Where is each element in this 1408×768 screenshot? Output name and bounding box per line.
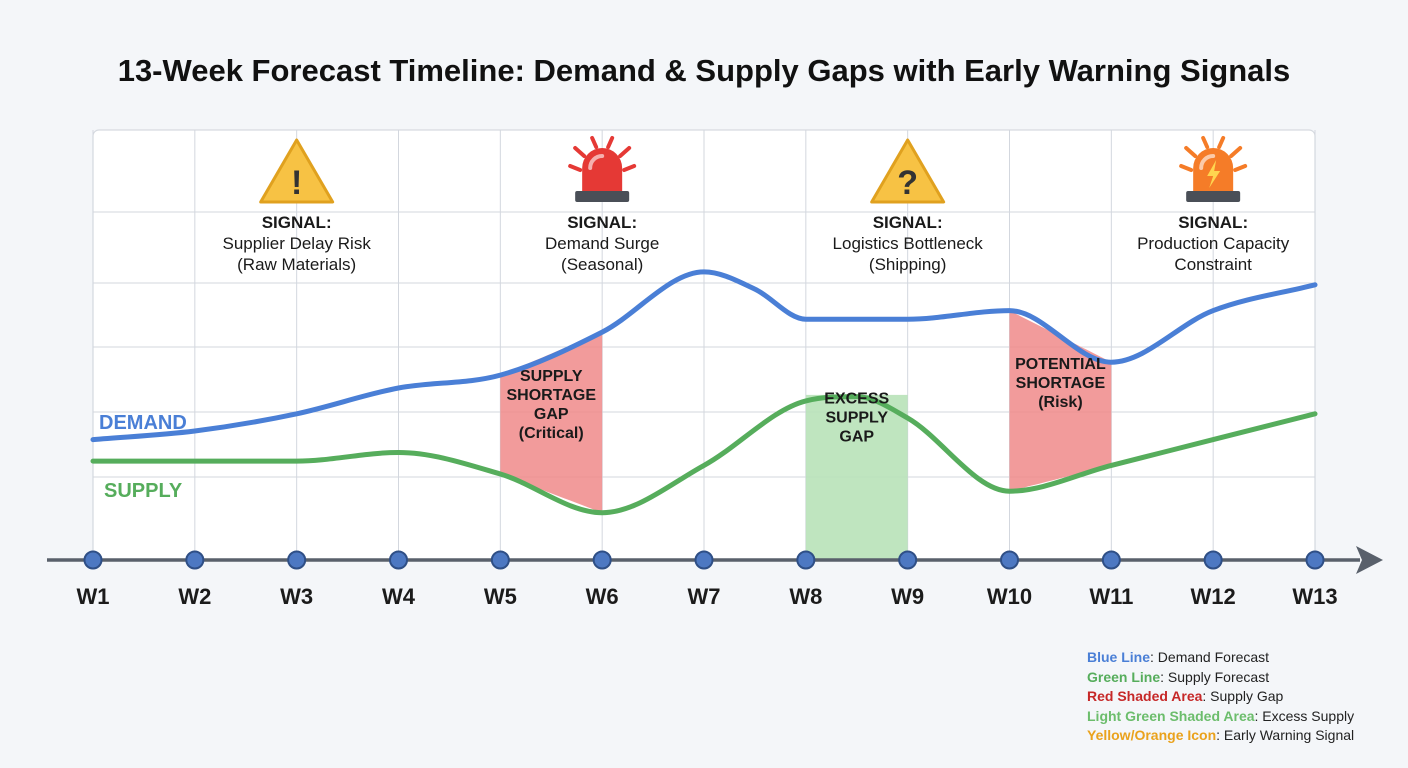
legend-key: Green Line [1087,668,1161,685]
question-triangle-icon: ? [870,138,946,204]
gap-label-line: EXCESS [824,390,889,407]
week-node [1101,550,1121,570]
demand-line [90,269,1318,443]
legend-item-supply: Green Line: Supply Forecast [1087,668,1354,688]
supply-series-label: SUPPLY [104,480,183,502]
week-label: W4 [382,584,416,609]
legend-text: : Early Warning Signal [1216,727,1355,743]
signal-text-line: (Seasonal) [561,255,643,274]
week-node [694,550,714,570]
gap-label-line: (Risk) [1038,394,1082,411]
legend-text: : Supply Forecast [1160,668,1270,685]
week-label: W1 [77,584,110,609]
week-label: W2 [178,584,211,609]
timeline-axis: W1 W2 W3 W4 W5 W6 W7 W8 W9 W10 W11 W12 W13 [47,546,1383,609]
legend-text: : Excess Supply [1254,707,1355,724]
svg-text:?: ? [897,164,918,202]
warning-triangle-icon: ! [259,138,335,204]
week-label: W3 [280,584,313,609]
week-node [389,550,408,570]
legend-item-shortage: Red Shaded Area: Supply Gap [1087,687,1354,707]
signal-text-line: SIGNAL: [262,213,332,232]
signal-text-line: Production Capacity [1137,234,1290,253]
excess-supply-region [805,394,908,560]
signal-text-line: Constraint [1174,255,1252,274]
week-label: W13 [1292,584,1337,609]
week-label: W5 [484,584,517,609]
week-node [796,550,816,570]
series-lines [90,269,1318,516]
signal-text-line: Supplier Delay Risk [222,234,371,253]
gap-label-line: SUPPLY [825,409,888,426]
week-node [1203,550,1223,570]
supply-shortage-region [500,332,603,513]
legend-item-warning: Yellow/Orange Icon: Early Warning Signal [1087,726,1354,746]
svg-text:!: ! [291,164,302,202]
chart-title: 13-Week Forecast Timeline: Demand & Supp… [118,53,1291,88]
legend-text: : Demand Forecast [1150,649,1270,665]
supply-line [90,394,1318,516]
week-node [898,550,918,570]
legend-key: Yellow/Orange Icon [1087,727,1217,743]
gap-labels: SUPPLY SHORTAGE GAP (Critical) EXCESS SUPPLY G… [507,356,1106,445]
red-siren-icon [568,136,637,202]
week-node [592,550,612,570]
week-node [1305,550,1325,570]
week-node [185,550,205,570]
signal-text-line: (Shipping) [869,255,947,274]
legend-item-demand: Blue Line: Demand Forecast [1087,648,1354,668]
demand-series-label: DEMAND [99,412,187,434]
gap-label-line: (Critical) [519,425,584,442]
gap-label-line: SHORTAGE [1016,375,1106,392]
gap-label-line: POTENTIAL [1015,356,1106,373]
signal-text-line: Demand Surge [545,234,659,253]
legend: Blue Line: Demand Forecast Green Line: S… [1087,648,1354,746]
week-node [1000,550,1019,570]
week-label: W8 [789,584,822,609]
orange-siren-icon [1179,136,1248,202]
week-label: W11 [1089,584,1133,609]
warning-signals: ! SIGNAL: Supplier Delay Risk (Raw Material… [222,136,1290,274]
legend-text: : Supply Gap [1202,688,1284,704]
legend-key: Light Green Shaded Area [1087,707,1255,724]
legend-item-excess: Light Green Shaded Area: Excess Supply [1087,707,1354,727]
legend-key: Blue Line [1087,649,1151,665]
series-labels: DEMAND SUPPLY [99,412,187,502]
week-label: W6 [586,584,619,609]
legend-key: Red Shaded Area [1087,688,1203,704]
week-node [490,550,510,570]
week-label: W12 [1191,584,1236,609]
gap-label-line: GAP [839,428,874,445]
gap-label-line: SHORTAGE [507,387,597,404]
gap-label-line: SUPPLY [520,368,583,385]
week-label: W10 [987,584,1032,609]
signal-text-line: SIGNAL: [873,213,943,232]
week-node [287,550,307,570]
signal-text-line: Logistics Bottleneck [833,234,984,253]
week-label: W9 [891,584,924,609]
gap-label-line: GAP [534,406,569,423]
week-node [83,550,103,570]
signal-text-line: SIGNAL: [1178,213,1248,232]
signal-text-line: SIGNAL: [567,213,637,232]
signal-text-line: (Raw Materials) [237,255,356,274]
week-label: W7 [688,584,721,609]
axis-arrow-icon [1356,546,1383,574]
